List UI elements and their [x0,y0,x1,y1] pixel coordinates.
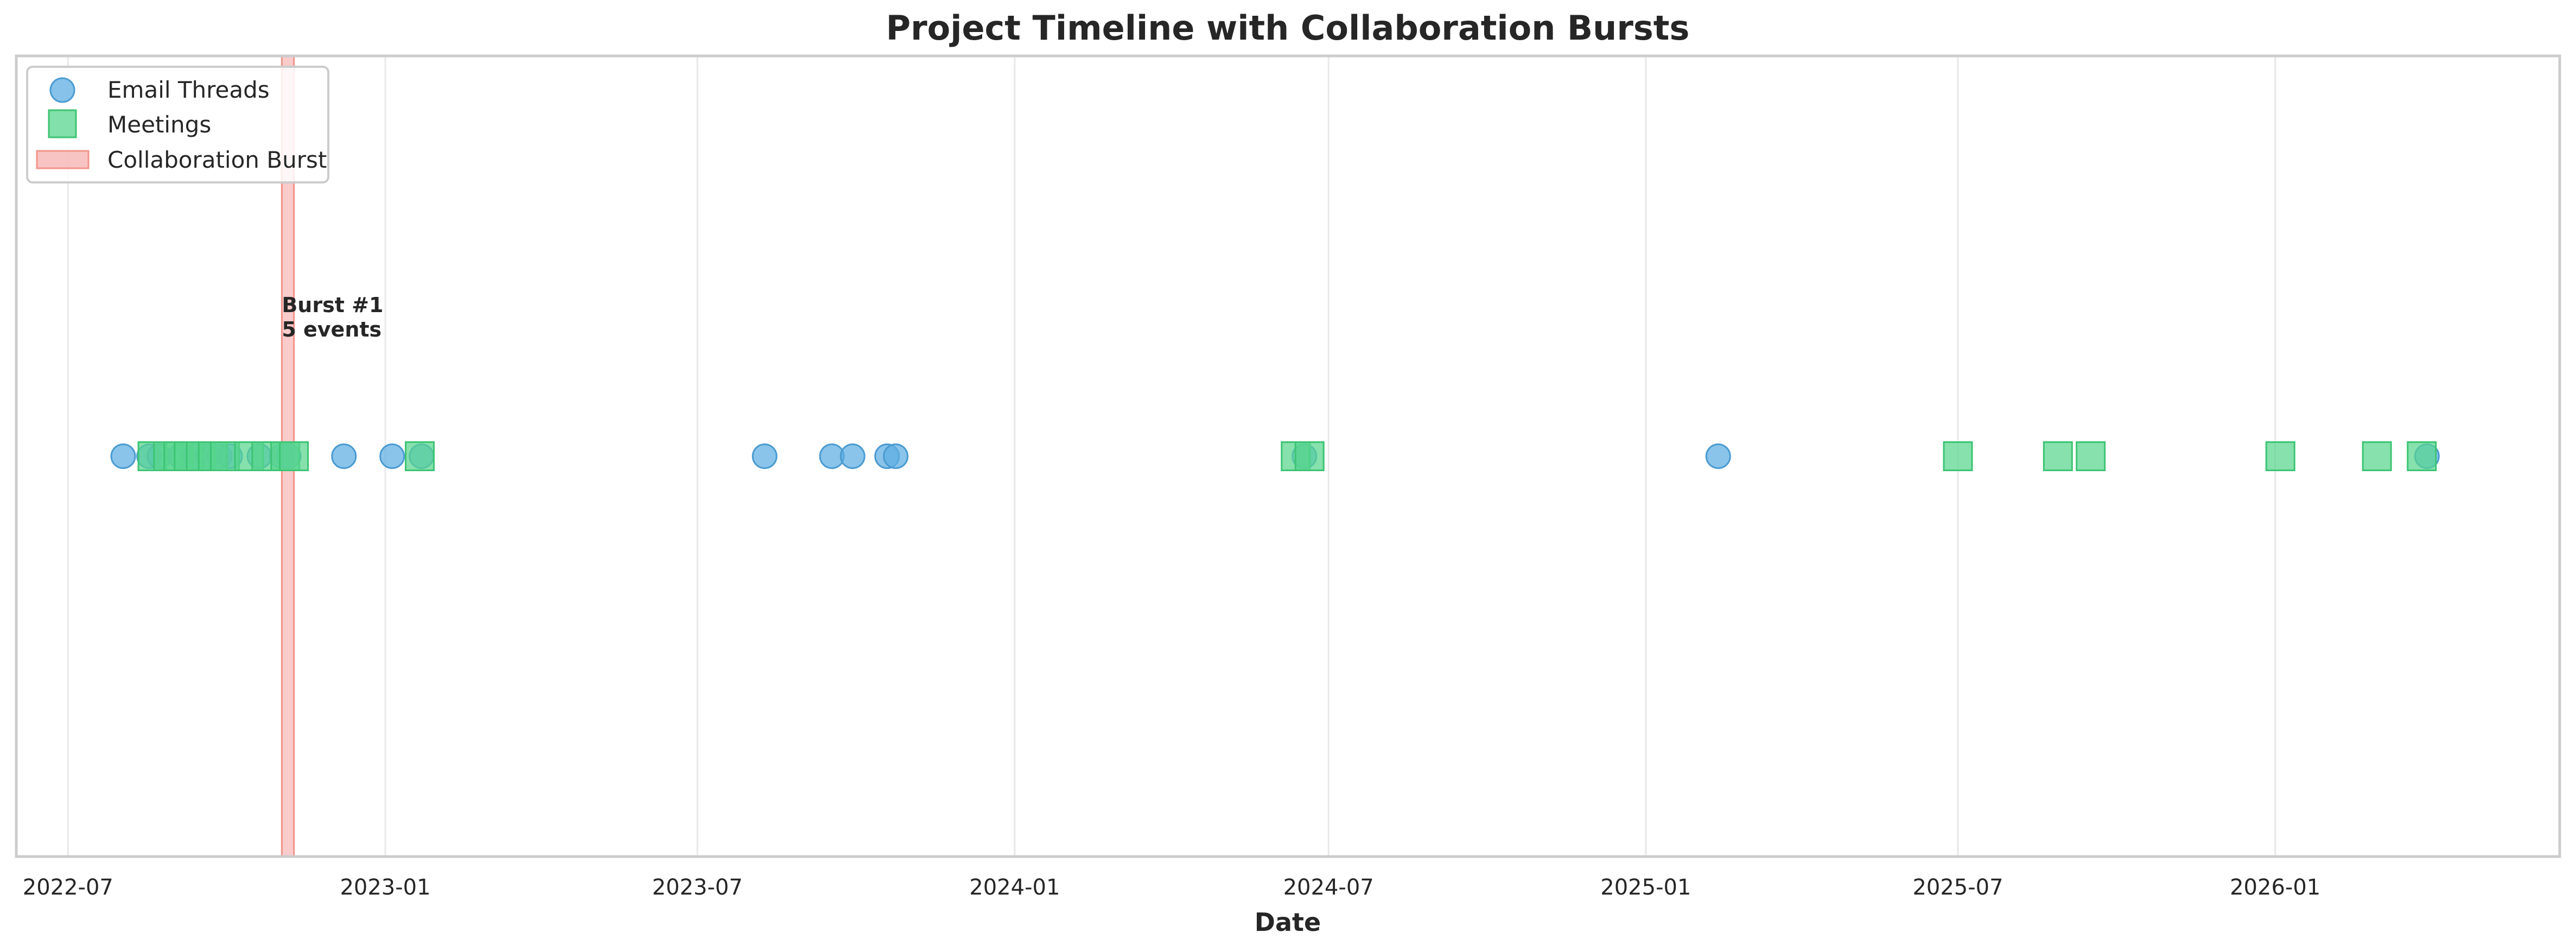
x-tick-label: 2024-07 [1283,875,1374,900]
x-tick-label: 2025-01 [1600,875,1691,900]
meeting-point [2076,441,2106,471]
legend-burst-patch [36,150,90,169]
email-thread-point [752,443,778,469]
meetings-series [137,441,2437,471]
x-tick-label: 2022-07 [23,875,113,900]
email-thread-point [379,443,405,469]
meeting-point [405,441,435,471]
meeting-point [279,441,309,471]
legend-circle-marker [49,77,75,103]
meeting-point [1294,441,1325,471]
legend-box [26,66,329,183]
x-tick-label: 2024-01 [969,875,1060,900]
x-axis-label: Date [1255,908,1321,937]
legend: Email Threads Meetings Collaboration Bur… [26,66,329,183]
email-thread-point [839,443,866,469]
legend-item-email-threads: Email Threads [49,77,270,103]
legend-label: Collaboration Burst [107,147,327,173]
email-thread-point [331,443,357,469]
meeting-point [1943,441,1973,471]
plot-frame [15,54,2561,858]
legend-item-meetings: Meetings [48,109,211,138]
email-thread-point [1705,443,1731,469]
burst-label-title: Burst #1 [282,293,383,317]
burst-label-count: 5 events [282,318,381,341]
legend-label: Email Threads [107,77,270,103]
gridlines [67,56,2276,857]
legend-item-collaboration-burst: Collaboration Burst [36,147,327,173]
meeting-point [2265,441,2295,471]
x-tick-labels: 2022-07 2023-01 2023-07 2024-01 2024-07 2025-… [23,875,2321,900]
legend-label: Meetings [107,111,211,138]
x-tick-label: 2023-07 [652,875,743,900]
meeting-point [2043,441,2073,471]
x-tick-label: 2026-01 [2230,875,2320,900]
burst-labels: Burst #15 events [282,293,383,341]
legend-square-marker [48,109,77,138]
x-tick-label: 2025-07 [1912,875,2003,900]
meeting-point [2407,441,2437,471]
x-tick-label: 2023-01 [340,875,430,900]
meeting-point [2362,441,2392,471]
email-thread-point [110,443,136,469]
email-thread-point [883,443,909,469]
chart-title: Project Timeline with Collaboration Burs… [886,8,1690,48]
